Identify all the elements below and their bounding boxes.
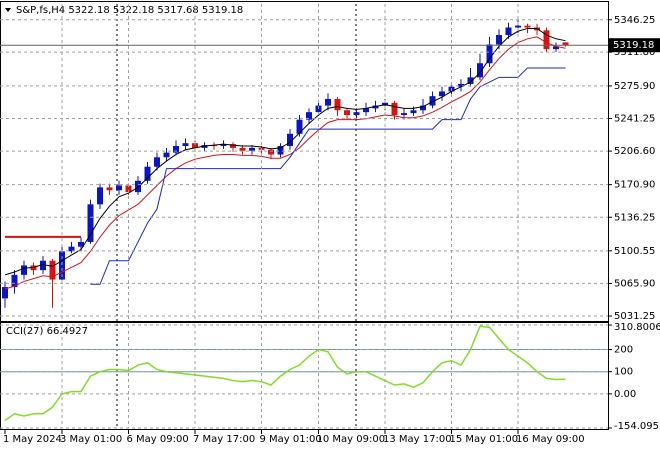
y-tick-label: 5275.90 [614, 81, 655, 92]
candle-body [21, 265, 27, 275]
candle-body [11, 274, 18, 288]
candle-body [277, 146, 284, 155]
candle-body [306, 112, 312, 120]
indicator-line [90, 67, 566, 285]
y-tick-label: 5241.25 [614, 114, 655, 125]
candle-body [344, 110, 350, 115]
candle-body [49, 260, 56, 280]
candle-body [125, 185, 132, 193]
indicator-line [4, 36, 566, 290]
candle-body [220, 144, 227, 147]
last-price-box [609, 38, 660, 53]
candle-body [173, 146, 179, 153]
candle-body [287, 133, 293, 147]
y-tick-label: 5100.55 [614, 246, 655, 257]
y-tick-label: -154.0952 [614, 421, 660, 432]
candle-body [410, 110, 417, 114]
candle-body [97, 187, 103, 205]
candle-body [135, 180, 141, 193]
y-tick-label: 5346.25 [614, 15, 655, 26]
y-tick-label: 0.00 [614, 389, 636, 400]
candle-body [334, 98, 341, 111]
candle-body [401, 113, 407, 115]
candle-body [40, 260, 46, 271]
y-tick-label: 5065.90 [614, 278, 655, 289]
candle-body [429, 96, 436, 106]
y-tick-label: 5311.80 [614, 47, 655, 58]
candle-body [144, 166, 151, 181]
candle-body [486, 44, 493, 64]
x-tick-label: 3 May 01:00 [60, 434, 122, 445]
candle-body [458, 83, 464, 87]
candle-body [59, 251, 65, 280]
candle-body [116, 185, 122, 191]
candle-body [182, 143, 189, 147]
candle-body [154, 157, 160, 167]
candle-body [249, 147, 255, 151]
x-tick-label: 9 May 01:00 [260, 434, 322, 445]
candle-body [68, 246, 75, 252]
cci-title: CCI(27) 66.4927 [6, 326, 88, 337]
candle-body [477, 63, 483, 78]
candle-body [2, 287, 8, 299]
candle-body [420, 105, 426, 111]
price-title: S&P,fs,H4 5322.18 5322.18 5317.68 5319.1… [16, 5, 243, 16]
candle-body [296, 119, 303, 134]
x-tick-label: 15 May 01:00 [450, 434, 519, 445]
candle-body [524, 25, 531, 28]
candle-body [163, 152, 170, 158]
candle-body [505, 27, 512, 36]
y-tick-label: 5206.60 [614, 146, 655, 157]
candle-body [439, 91, 445, 97]
candle-body [353, 112, 360, 115]
candle-body [515, 25, 521, 28]
y-tick-label: 5136.25 [614, 212, 655, 223]
candle-body [230, 144, 236, 148]
candle-body [562, 42, 569, 46]
candle-body [87, 204, 94, 242]
x-tick-label: 13 May 17:00 [383, 434, 452, 445]
x-tick-label: 6 May 09:00 [127, 434, 189, 445]
y-tick-label: 200 [614, 345, 633, 356]
panel-border [0, 1, 609, 322]
x-tick-label: 1 May 2024 [3, 434, 62, 445]
menu-arrow [5, 8, 11, 12]
last-price-label: 5319.18 [613, 40, 654, 51]
y-tick-label: 100 [614, 367, 633, 378]
indicator-line [4, 325, 566, 422]
candle-body [496, 35, 502, 45]
x-tick-label: 16 May 09:00 [516, 434, 585, 445]
candle-body [192, 143, 198, 148]
candle-body [467, 77, 474, 84]
candle-body [78, 241, 84, 247]
x-tick-label: 7 May 17:00 [193, 434, 255, 445]
candle-body [239, 147, 246, 151]
candle-body [553, 46, 559, 50]
candle-body [391, 102, 398, 115]
candle-body [543, 30, 550, 50]
indicator-line [4, 27, 566, 276]
candle-body [268, 149, 274, 155]
y-tick-label: 5170.90 [614, 180, 655, 191]
candle-body [363, 108, 369, 113]
x-tick-label: 10 May 09:00 [317, 434, 386, 445]
y-tick-label: 310.8006 [614, 322, 660, 333]
panel-border [0, 322, 609, 430]
y-tick-label: 5031.25 [614, 311, 655, 322]
candle-body [106, 187, 113, 191]
candle-body [325, 98, 331, 106]
